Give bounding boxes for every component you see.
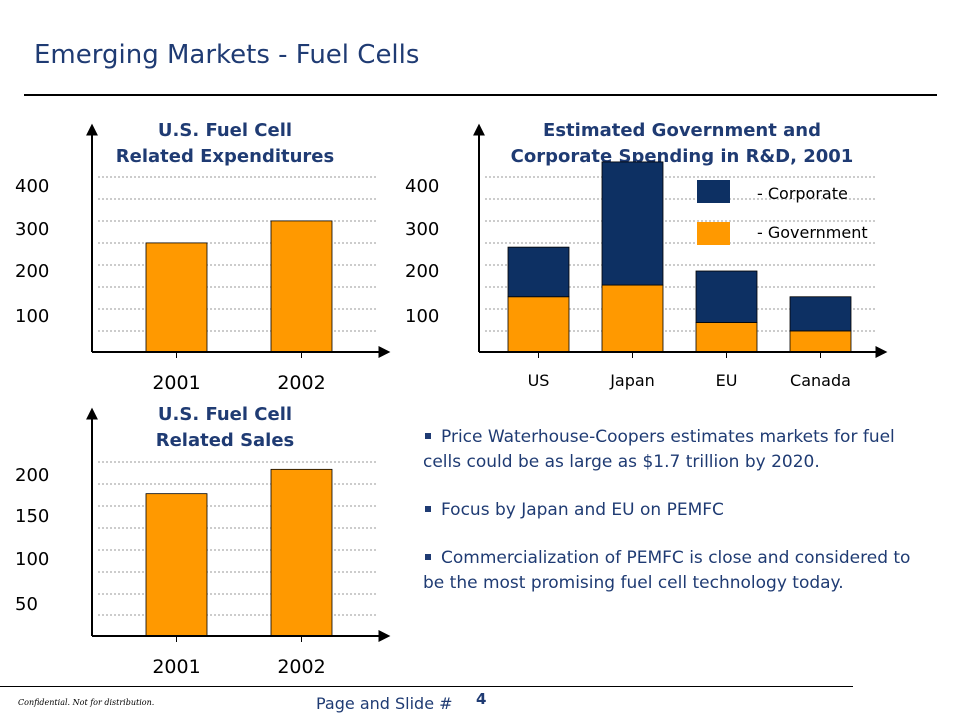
x-tick-label: 2002 xyxy=(277,656,325,678)
government-bar xyxy=(695,322,758,353)
y-tick-label: 150 xyxy=(15,506,49,527)
bullet-marker-icon xyxy=(425,553,431,560)
y-tick-label: 200 xyxy=(405,261,439,282)
title-divider xyxy=(24,94,937,96)
chart-title: U.S. Fuel Cell xyxy=(158,404,292,425)
legend-label: - Corporate xyxy=(757,184,848,203)
corporate-bar xyxy=(695,270,758,323)
legend-swatch xyxy=(697,222,730,245)
footer-divider xyxy=(0,686,853,687)
bar xyxy=(270,468,333,637)
x-tick-label: 2001 xyxy=(152,372,200,394)
chart-title: Corporate Spending in R&D, 2001 xyxy=(511,146,854,167)
bar xyxy=(270,220,333,353)
y-tick-label: 400 xyxy=(405,176,439,197)
bullet-list: Price Waterhouse-Coopers estimates marke… xyxy=(423,425,933,619)
bullet-marker-icon xyxy=(425,505,431,512)
chart-title: Estimated Government and xyxy=(543,120,821,141)
rd-spending-chart: Estimated Government and Corporate Spendi… xyxy=(405,120,888,390)
chart-title: Related Expenditures xyxy=(116,146,334,167)
x-tick-label: Canada xyxy=(790,371,851,390)
slide-title: Emerging Markets - Fuel Cells xyxy=(34,40,420,70)
y-tick-label: 400 xyxy=(15,176,49,197)
y-tick-label: 300 xyxy=(405,219,439,240)
bar xyxy=(145,242,208,353)
government-bar xyxy=(601,284,664,353)
corporate-bar xyxy=(789,296,852,332)
chart-title: U.S. Fuel Cell xyxy=(158,120,292,141)
chart-title: Related Sales xyxy=(156,430,295,451)
bar xyxy=(145,493,208,637)
legend-label: - Government xyxy=(757,223,868,242)
x-tick-label: Japan xyxy=(609,371,655,390)
corporate-bar xyxy=(507,246,570,298)
y-tick-label: 100 xyxy=(15,306,49,327)
confidential-note: Confidential. Not for distribution. xyxy=(18,698,155,707)
x-tick-label: 2002 xyxy=(277,372,325,394)
bullet-item: Focus by Japan and EU on PEMFC xyxy=(423,498,933,523)
bullet-item: Commercialization of PEMFC is close and … xyxy=(423,548,911,593)
y-tick-label: 200 xyxy=(15,261,49,282)
corporate-bar xyxy=(601,161,664,286)
x-tick-label: 2001 xyxy=(152,656,200,678)
y-tick-label: 100 xyxy=(15,549,49,570)
government-bar xyxy=(507,296,570,353)
y-tick-label: 50 xyxy=(15,594,38,615)
legend-swatch xyxy=(697,180,730,203)
bullet-marker-icon xyxy=(425,432,431,439)
y-tick-label: 100 xyxy=(405,306,439,327)
x-tick-label: US xyxy=(528,371,550,390)
sales-chart: U.S. Fuel Cell Related Sales 50 100 150 200 20… xyxy=(15,404,391,678)
y-tick-label: 300 xyxy=(15,219,49,240)
y-tick-label: 200 xyxy=(15,465,49,486)
government-bar xyxy=(789,330,852,353)
bullet-item: Price Waterhouse-Coopers estimates marke… xyxy=(423,427,895,472)
x-tick-label: EU xyxy=(716,371,738,390)
page-label: Page and Slide # xyxy=(316,694,453,713)
expenditures-chart: U.S. Fuel Cell Related Expenditures 100 200… xyxy=(15,120,391,394)
page-number: 4 xyxy=(476,690,487,708)
